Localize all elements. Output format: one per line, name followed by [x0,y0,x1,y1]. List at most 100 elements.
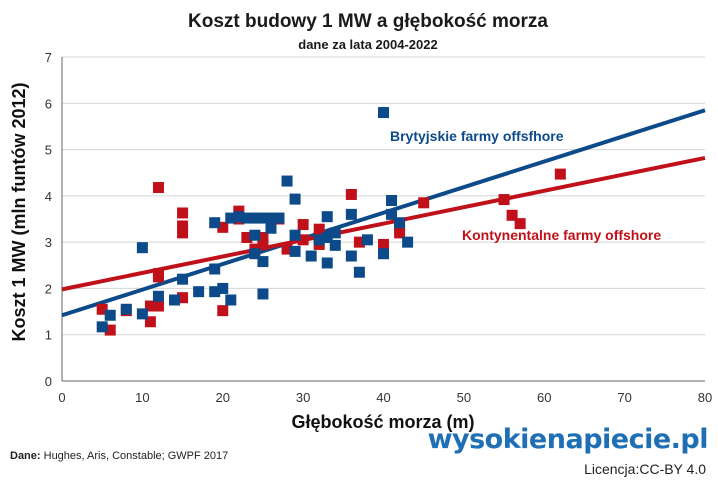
trend-lines [61,108,706,318]
continental-data-point [498,194,510,206]
x-tick-label: 30 [296,390,310,405]
x-tick-label: 10 [135,390,149,405]
y-tick-label: 1 [45,328,52,343]
uk-data-point [136,308,148,320]
continental-data-point [313,223,325,235]
y-tick-label: 2 [45,281,52,296]
uk-data-point [394,217,406,229]
uk-data-point [345,250,357,262]
continental-data-point [345,188,357,200]
uk-data-point [386,208,398,220]
continental-data-point [297,219,309,231]
uk-data-point [96,321,108,333]
continental-data-point [418,197,430,209]
continental-data-point [506,209,518,221]
uk-data-point [329,227,341,239]
chart-subtitle: dane za lata 2004-2022 [298,37,437,52]
continental-data-point [177,227,189,239]
x-tick-label: 60 [537,390,551,405]
chart-title: Koszt budowy 1 MW a głębokość morza [188,11,548,32]
x-axis-label: Głębokość morza (m) [291,412,474,432]
continental-data-point [257,238,269,250]
data-source: Dane: Hughes, Aris, Constable; GWPF 2017 [10,450,229,462]
uk-data-point [209,217,221,229]
uk-data-point [378,248,389,260]
continental-data-point [378,238,389,250]
y-tick-label: 6 [45,96,52,111]
continental-data-point [514,218,526,230]
x-tick-label: 0 [58,390,65,405]
series-label-continental: Kontynentalne farmy offshore [462,227,661,243]
uk-data-point [305,250,317,262]
y-tick-label: 3 [45,235,52,250]
uk-data-point [120,303,132,315]
continental-data-point [353,236,365,248]
continental-data-point [152,268,164,280]
uk-data-point [177,273,189,285]
uk-data-point [289,245,301,257]
uk-data-point [313,234,325,246]
uk-data-point [136,242,148,254]
uk-data-point [321,257,333,269]
uk-data-point [361,234,373,246]
series-label-uk: Brytyjskie farmy offsfhore [390,128,564,144]
uk-data-point [273,212,285,224]
continental-data-point [217,305,229,317]
uk-data-point [249,212,261,224]
y-tick-label: 5 [45,143,52,158]
uk-data-point [104,309,116,321]
continental-data-point [217,221,229,233]
x-tick-labels: 0 10 20 30 40 50 60 70 80 [58,390,712,405]
uk-data-point [281,175,293,187]
uk-data-point [265,212,277,224]
data-points [96,107,566,336]
uk-data-point [289,193,301,205]
y-tick-label: 7 [45,50,52,65]
y-tick-labels: 0 1 2 3 4 5 6 7 [45,50,52,389]
uk-data-point [345,208,357,220]
axes [61,57,705,382]
uk-data-point [321,211,333,223]
uk-data-point [249,229,261,241]
uk-data-point [152,290,164,302]
continental-data-point [104,324,116,336]
y-axis-label: Koszt 1 MW (mln funtów 2012) [9,82,29,341]
uk-data-point [193,286,205,298]
continental-data-point [233,205,245,217]
uk-data-point [225,212,237,224]
uk-data-point [217,282,229,294]
uk-data-point [249,248,261,260]
continental-data-point [144,300,156,312]
continental-data-point [152,182,164,194]
uk-data-point [402,236,414,248]
continental-data-point [177,207,189,219]
uk-data-point [257,288,269,300]
continental-data-point [96,303,108,315]
uk-data-point [321,232,333,244]
continental-data-point [144,316,156,328]
y-tick-label: 0 [45,374,52,389]
x-tick-label: 50 [457,390,471,405]
uk-data-point [257,256,269,268]
continental-data-point [281,243,293,255]
license-text: Licencja:CC-BY 4.0 [584,461,706,477]
uk-data-point [329,239,341,251]
uk-data-point [353,266,365,278]
continental-data-point [394,227,406,239]
uk-data-point [233,211,245,223]
uk-data-point [225,294,237,306]
x-tick-label: 80 [698,390,712,405]
continental-data-point [257,232,269,244]
brand-logo: wysokienapiecie.pl [427,424,709,455]
continental-data-point [177,292,189,304]
continental-data-point [152,300,164,312]
uk-data-point [209,286,221,298]
uk-data-point [241,212,253,224]
x-tick-label: 40 [376,390,390,405]
continental-data-point [554,168,566,180]
continental-data-point [241,232,253,244]
x-tick-label: 20 [216,390,230,405]
uk-data-point [378,107,389,119]
uk-data-point [169,294,181,306]
